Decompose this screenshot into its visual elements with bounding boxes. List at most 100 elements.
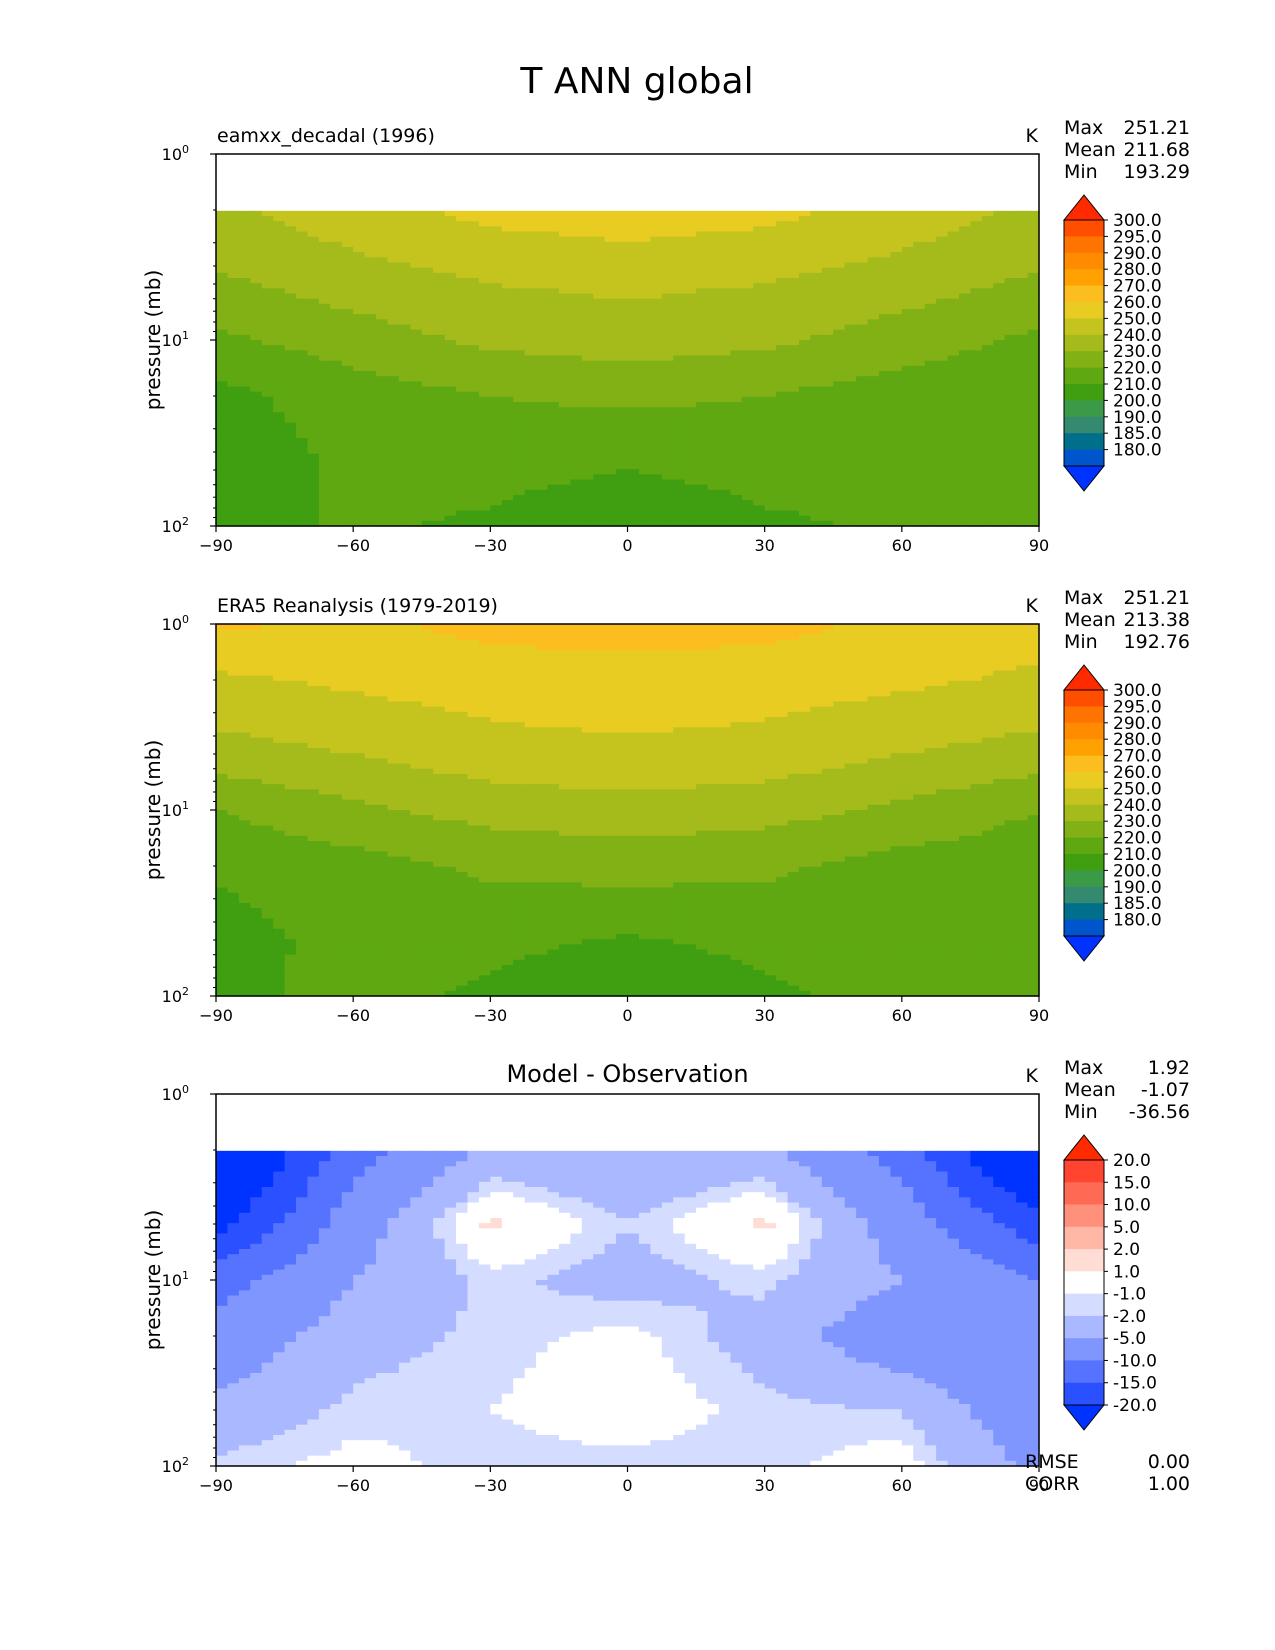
contour-cell — [1004, 360, 1017, 367]
contour-cell — [833, 350, 846, 357]
contour-cell — [250, 257, 263, 264]
contour-cell — [856, 216, 869, 222]
contour-cell — [913, 427, 926, 434]
contour-cell — [844, 221, 857, 227]
contour-cell — [730, 438, 743, 444]
contour-cell — [867, 412, 880, 419]
contour-cell — [970, 515, 983, 522]
contour-cell — [993, 252, 1006, 258]
contour-cell — [924, 303, 937, 310]
contour-cell — [958, 288, 972, 295]
contour-cell — [513, 655, 526, 661]
contour-cell — [261, 458, 274, 465]
contour-cell — [547, 355, 560, 362]
contour-cell — [604, 458, 617, 465]
contour-cell — [821, 257, 834, 264]
contour-cell — [741, 479, 754, 486]
contour-cell — [444, 262, 457, 269]
contour-cell — [627, 365, 640, 372]
contour-cell — [593, 236, 606, 243]
contour-cell — [227, 500, 240, 506]
contour-cell — [981, 226, 994, 233]
contour-cell — [581, 422, 594, 429]
contour-cell — [547, 443, 560, 450]
contour-cell — [387, 464, 400, 470]
contour-cell — [718, 236, 731, 243]
contour-cell — [878, 484, 891, 491]
contour-cell — [318, 396, 331, 403]
contour-cell — [513, 639, 526, 646]
contour-cell — [627, 639, 640, 646]
contour-cell — [524, 236, 537, 243]
contour-cell — [307, 262, 320, 269]
contour-cell — [638, 355, 651, 362]
contour-cell — [330, 474, 343, 481]
contour-cell — [856, 252, 869, 258]
contour-cell — [593, 272, 606, 279]
contour-cell — [764, 505, 777, 512]
contour-cell — [216, 448, 229, 455]
contour-cell — [707, 655, 720, 661]
contour-cell — [433, 644, 446, 651]
contour-cell — [878, 624, 891, 630]
contour-cell — [638, 309, 651, 315]
contour-cell — [616, 216, 629, 222]
contour-cell — [650, 422, 663, 429]
contour-cell — [798, 402, 811, 408]
contour-cell — [284, 386, 297, 393]
contour-cell — [833, 458, 846, 465]
contour-cell — [616, 345, 629, 351]
contour-cell — [867, 278, 880, 284]
contour-cell — [1016, 329, 1029, 336]
contour-cell — [776, 510, 789, 517]
contour-cell — [798, 329, 811, 336]
contour-cell — [341, 495, 354, 501]
contour-cell — [684, 241, 697, 248]
contour-cell — [718, 241, 731, 248]
contour-cell — [936, 407, 949, 413]
contour-cell — [924, 350, 937, 357]
contour-cell — [1016, 236, 1029, 243]
contour-cell — [650, 314, 663, 320]
contour-cell — [604, 314, 617, 320]
contour-cell — [924, 272, 937, 279]
contour-cell — [387, 371, 400, 377]
contour-cell — [798, 221, 811, 227]
contour-cell — [513, 479, 526, 486]
contour-cell — [616, 303, 629, 310]
contour-cell — [376, 402, 389, 408]
contour-cell — [878, 355, 891, 362]
contour-cell — [478, 644, 491, 651]
contour-cell — [947, 288, 960, 295]
contour-cell — [1027, 241, 1040, 248]
contour-cell — [1016, 624, 1029, 630]
contour-cell — [776, 391, 789, 398]
contour-cell — [661, 649, 674, 656]
contour-cell — [364, 443, 377, 450]
contour-cell — [238, 350, 251, 357]
contour-cell — [376, 298, 389, 305]
contour-cell — [1004, 231, 1017, 238]
contour-cell — [753, 386, 766, 393]
contour-cell — [604, 272, 617, 279]
contour-cell — [433, 371, 446, 377]
contour-cell — [696, 458, 709, 465]
contour-cell — [330, 515, 343, 522]
contour-cell — [856, 402, 869, 408]
contour-cell — [650, 226, 663, 233]
contour-cell — [227, 355, 240, 362]
contour-cell — [581, 360, 594, 367]
contour-cell — [821, 371, 834, 377]
contour-cell — [296, 371, 309, 377]
contour-cell — [958, 443, 972, 450]
contour-cell — [810, 231, 823, 238]
contour-cell — [467, 293, 480, 300]
contour-cell — [1027, 319, 1040, 326]
contour-cell — [341, 391, 354, 398]
contour-cell — [844, 505, 857, 512]
contour-cell — [650, 479, 663, 486]
contour-cell — [627, 329, 640, 336]
contour-cell — [970, 464, 983, 470]
contour-cell — [936, 221, 949, 227]
contour-cell — [753, 639, 766, 646]
